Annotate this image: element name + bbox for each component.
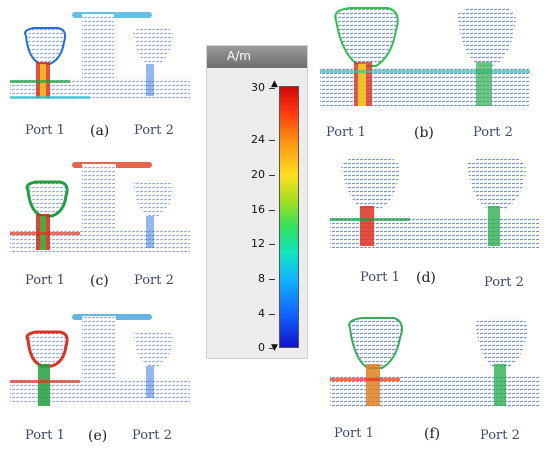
port2-label: Port 2	[480, 428, 520, 443]
scale-tick: 16	[251, 203, 265, 216]
panel-e: Port 1 (e) Port 2	[0, 300, 200, 450]
tick-mark	[269, 88, 275, 89]
port2-patch	[133, 28, 174, 64]
panel-letter: (b)	[414, 125, 434, 141]
scale-tick: 20	[251, 168, 265, 181]
tick-mark	[269, 244, 275, 245]
tick-mark	[269, 279, 275, 280]
field-plot-c	[10, 162, 190, 252]
tick-mark	[269, 348, 275, 349]
port1-label: Port 1	[326, 125, 366, 140]
panel-letter: (f)	[424, 426, 441, 442]
panel-b: Port 1 (b) Port 2	[310, 0, 550, 150]
port2-label: Port 2	[134, 123, 174, 138]
port1-patch	[24, 27, 67, 65]
port2-label: Port 2	[134, 273, 174, 288]
panel-f: Port 1 (f) Port 2	[320, 300, 550, 450]
field-plot-e	[10, 314, 190, 406]
field-plot-a	[10, 12, 190, 100]
port2-label: Port 2	[132, 428, 172, 443]
panel-letter: (a)	[90, 123, 110, 139]
scale-top-arrow-icon: ▲	[271, 79, 278, 89]
field-plot-d	[330, 158, 540, 248]
port1-label: Port 1	[25, 273, 65, 288]
port2-label: Port 2	[473, 125, 513, 140]
panel-letter: (c)	[90, 273, 109, 289]
tick-mark	[269, 140, 275, 141]
port2-label: Port 2	[484, 275, 524, 290]
panel-letter: (d)	[416, 270, 436, 286]
microstrip-line	[10, 78, 190, 100]
port1-label: Port 1	[334, 426, 374, 441]
scale-tick: 0	[258, 341, 265, 354]
panel-letter: (e)	[88, 428, 108, 444]
field-plot-f	[330, 317, 540, 408]
scale-tick: 12	[251, 237, 265, 250]
scale-tick: 30	[251, 81, 265, 94]
tick-mark	[269, 314, 275, 315]
port1-label: Port 1	[360, 270, 400, 285]
scale-tick: 8	[258, 272, 265, 285]
color-scale: A/m ▲ ▼ 30 24 20 16 12 8 4 0	[206, 45, 308, 359]
panel-c: Port 1 (c) Port 2	[0, 150, 200, 300]
scale-tick: 4	[258, 307, 265, 320]
scale-header: A/m	[207, 46, 307, 68]
field-plot-b	[320, 7, 530, 106]
tick-mark	[269, 210, 275, 211]
panel-a: Port 1 (a) Port 2	[0, 0, 200, 150]
scale-tick: 24	[251, 133, 265, 146]
scale-unit: A/m	[227, 49, 251, 63]
stub-vertical	[82, 14, 114, 84]
scale-gradient-bar	[279, 86, 299, 348]
panel-d: Port 1 (d) Port 2	[320, 150, 550, 300]
port1-label: Port 1	[25, 428, 65, 443]
tick-mark	[269, 175, 275, 176]
port1-label: Port 1	[25, 123, 65, 138]
